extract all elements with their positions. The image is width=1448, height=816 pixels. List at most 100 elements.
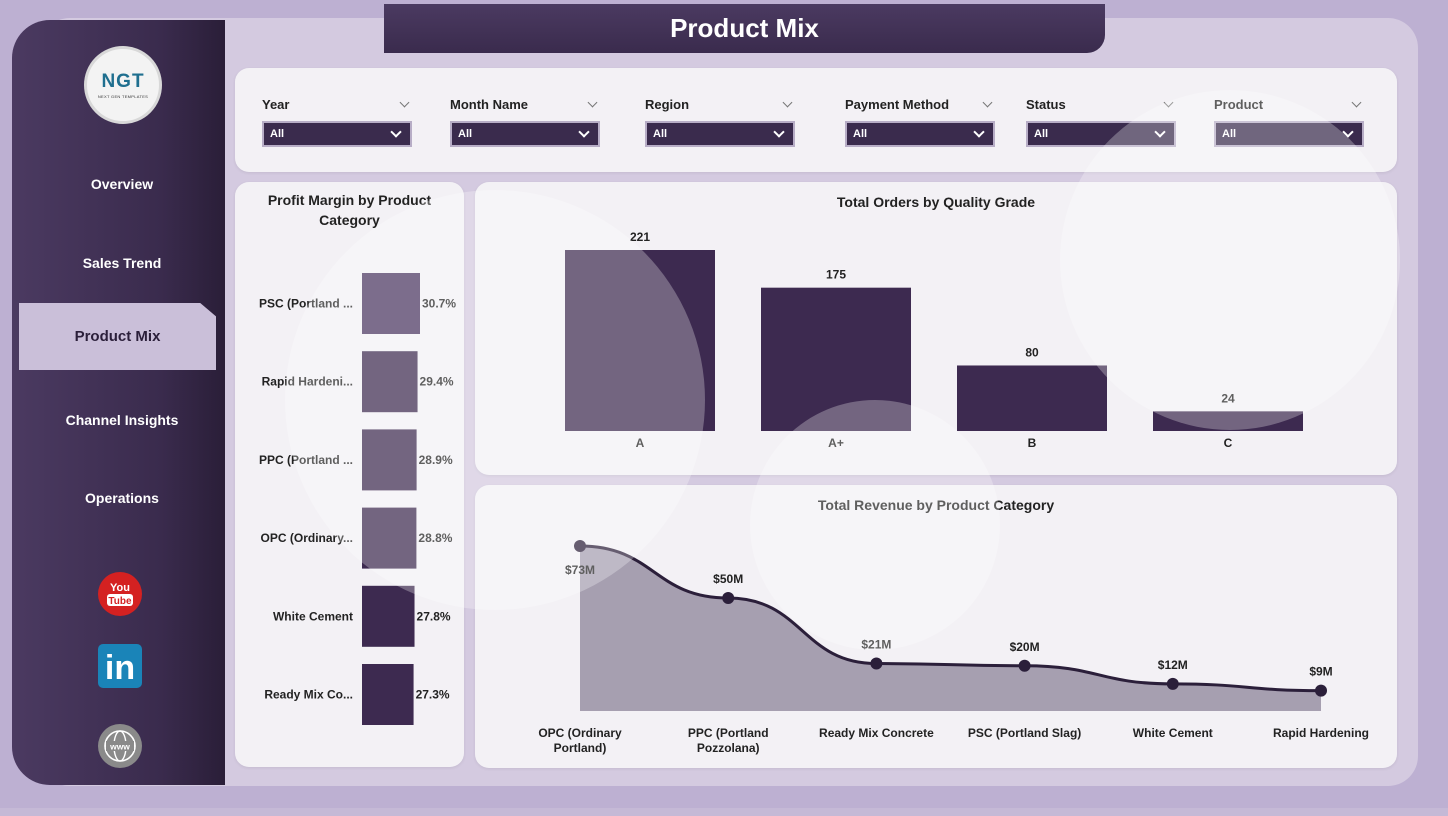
nav-label: Operations	[85, 490, 159, 506]
company-logo: NGT NEXT GEN TEMPLATES	[84, 46, 162, 124]
category-label: Rapid Hardeni...	[262, 375, 353, 389]
payment-method-dropdown[interactable]: All	[845, 121, 995, 147]
data-label: $9M	[1309, 665, 1332, 679]
globe-icon[interactable]: www	[97, 723, 143, 769]
revenue-chart: $73M OPC (Ordinary Portland) $50M PPC (Portl…	[538, 540, 1369, 755]
revenue-card: Total Revenue by Product Category $73M OP…	[475, 485, 1397, 768]
series-line	[579, 544, 1322, 693]
category-label-line: Pozzolana)	[697, 741, 760, 755]
nav-overview[interactable]: Overview	[24, 164, 220, 204]
bar	[565, 250, 715, 431]
category-label-line: OPC (Ordinary	[538, 726, 622, 740]
chart-title: Total Revenue by Product Category	[817, 497, 1055, 513]
chevron-down-icon	[1154, 125, 1166, 138]
chevron-down-icon	[973, 125, 985, 138]
linkedin-icon-text: in	[105, 649, 135, 687]
chart-title: Profit Margin by Product Category	[267, 192, 432, 228]
data-label: $12M	[1158, 658, 1188, 672]
product-dropdown[interactable]: All	[1214, 121, 1364, 147]
dropdown-value: All	[1222, 128, 1237, 140]
filter-label: Product	[1214, 96, 1264, 112]
nav-label: Channel Insights	[65, 412, 179, 428]
category-label: PSC (Portland Slag)	[968, 726, 1081, 740]
bar	[362, 664, 414, 725]
category-label-line: White Cement	[1133, 726, 1213, 740]
category-label: PPC (Portland ...	[259, 453, 353, 467]
filter-region: Region All	[645, 96, 795, 147]
bar	[362, 507, 417, 569]
nav-label: Product Mix	[74, 328, 161, 345]
bar	[957, 365, 1107, 431]
data-label: $20M	[1010, 640, 1040, 654]
region-dropdown[interactable]: All	[645, 121, 795, 147]
nav-label: Overview	[90, 176, 154, 192]
filter-payment-method: Payment Method All	[845, 96, 995, 147]
data-label: 24	[1221, 391, 1235, 405]
bar	[362, 273, 420, 334]
category-label-line: Portland)	[554, 741, 607, 755]
dropdown-value: All	[653, 128, 668, 140]
filter-bar: Year All Month Name All Region All Payme…	[235, 68, 1397, 172]
category-label: B	[1028, 436, 1037, 450]
youtube-icon[interactable]: You Tube	[97, 571, 143, 617]
year-dropdown[interactable]: All	[262, 121, 412, 147]
sidebar: NGT NEXT GEN TEMPLATES Overview Sales Tr…	[12, 20, 225, 785]
chart-title: Total Orders by Quality Grade	[836, 194, 1036, 210]
chevron-down-icon[interactable]	[399, 97, 410, 107]
data-label: 28.9%	[419, 453, 453, 467]
month-name-dropdown[interactable]: All	[450, 121, 600, 147]
status-dropdown[interactable]: All	[1026, 121, 1176, 147]
area-fill	[580, 546, 1321, 711]
data-point	[1166, 677, 1179, 690]
data-point	[870, 657, 883, 670]
filter-label: Month Name	[450, 96, 528, 112]
orders-card: Total Orders by Quality Grade 221 A 175 A+ 8…	[475, 182, 1397, 475]
profit-margin-card: Profit Margin by Product Category PSC (P…	[235, 182, 464, 767]
dropdown-value: All	[270, 128, 285, 140]
filter-year: Year All	[262, 96, 412, 147]
data-point	[722, 591, 735, 604]
category-label-line: Rapid Hardening	[1273, 726, 1369, 740]
bar	[362, 429, 417, 491]
category-label: White Cement	[1133, 726, 1213, 740]
category-label-line: PPC (Portland	[688, 726, 769, 740]
chevron-down-icon[interactable]	[982, 97, 993, 107]
nav-product-mix[interactable]: Product Mix	[19, 303, 216, 370]
category-label: OPC (Ordinary Portland)	[538, 726, 622, 755]
chevron-down-icon[interactable]	[782, 97, 793, 107]
category-label: Ready Mix Co...	[264, 688, 353, 702]
data-point	[1315, 684, 1327, 697]
category-label: A	[636, 436, 645, 450]
globe-icon-text: www	[109, 742, 130, 752]
category-label: A+	[828, 436, 844, 450]
linkedin-icon[interactable]: in	[97, 643, 143, 689]
nav-channel-insights[interactable]: Channel Insights	[24, 400, 220, 440]
orders-chart: 221 A 175 A+ 80 B 24 C	[565, 230, 1303, 450]
filter-label: Status	[1026, 96, 1066, 112]
chevron-down-icon	[578, 125, 590, 138]
dropdown-value: All	[853, 128, 868, 140]
data-label: 175	[826, 268, 846, 282]
dropdown-value: All	[1034, 128, 1049, 140]
category-label: PSC (Portland ...	[259, 297, 353, 311]
data-label: 27.8%	[417, 609, 451, 623]
logo-subtitle: NEXT GEN TEMPLATES	[97, 94, 149, 99]
filter-label: Region	[645, 96, 690, 112]
data-label: 80	[1025, 345, 1039, 359]
nav-sales-trend[interactable]: Sales Trend	[24, 243, 220, 283]
youtube-icon-text-bottom: Tube	[108, 596, 132, 607]
data-label: 27.3%	[416, 688, 450, 702]
filter-month-name: Month Name All	[450, 96, 600, 147]
profit-margin-chart: PSC (Portland ... 30.7% Rapid Hardeni... 29…	[259, 273, 456, 725]
data-point	[574, 540, 586, 552]
chevron-down-icon[interactable]	[587, 97, 598, 107]
data-label: $21M	[861, 638, 891, 652]
nav-operations[interactable]: Operations	[24, 478, 220, 518]
dropdown-value: All	[458, 128, 473, 140]
filter-label: Payment Method	[845, 96, 950, 112]
chevron-down-icon[interactable]	[1351, 97, 1362, 107]
chevron-down-icon	[1342, 125, 1354, 138]
chevron-down-icon[interactable]	[1163, 97, 1174, 107]
filter-product: Product All	[1214, 96, 1364, 147]
category-label: White Cement	[273, 609, 353, 623]
